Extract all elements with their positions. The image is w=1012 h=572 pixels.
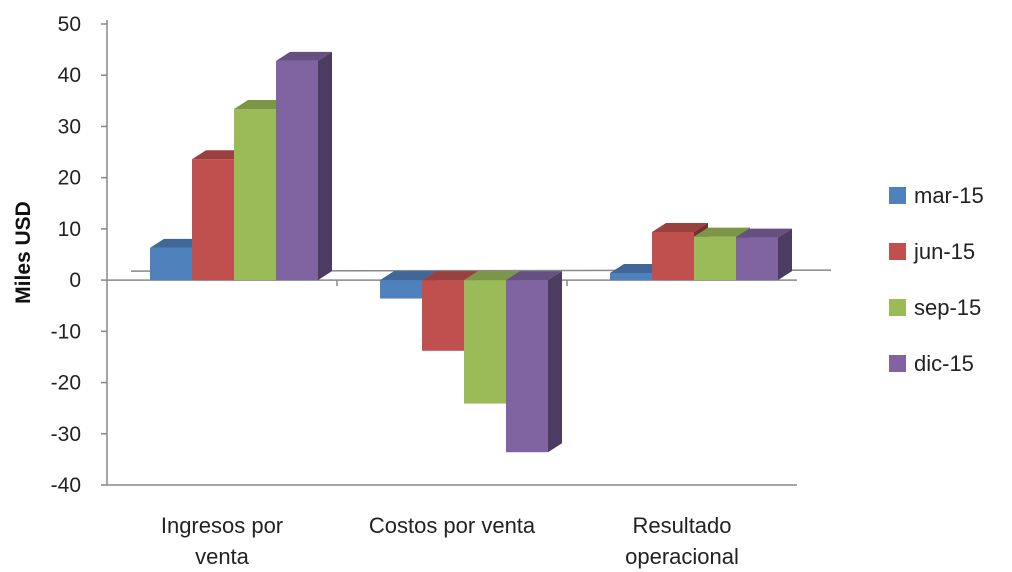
y-tick-label: 10: [58, 218, 81, 241]
bar-front: [192, 159, 234, 281]
bar-front: [464, 280, 506, 404]
legend-label: mar-15: [914, 183, 984, 208]
bar-front: [276, 60, 318, 281]
legend-swatch: [889, 187, 906, 204]
x-tick-label: operacional: [625, 544, 739, 569]
bar-front: [380, 280, 422, 299]
legend-swatch: [889, 355, 906, 372]
bar-top: [464, 271, 520, 281]
bar-front: [234, 109, 276, 281]
x-tick-label: venta: [195, 544, 250, 569]
legend-label: jun-15: [913, 239, 975, 264]
y-tick-label: 50: [58, 13, 81, 36]
bar-front: [422, 280, 464, 351]
bar-top: [694, 227, 750, 237]
y-tick-label: 20: [58, 167, 81, 190]
bar-side: [778, 228, 792, 281]
bar-top: [736, 228, 792, 238]
bar-front: [694, 236, 736, 281]
bar-front: [610, 272, 652, 281]
legend-label: sep-15: [914, 295, 981, 320]
legend-swatch: [889, 243, 906, 260]
y-tick-label: -10: [51, 320, 81, 343]
y-axis-title: Miles USD: [12, 201, 35, 304]
y-tick-label: -40: [51, 474, 81, 497]
x-tick-label: Costos por venta: [369, 513, 536, 538]
bar-top: [652, 222, 708, 232]
bar-top: [276, 51, 332, 61]
bar-front: [736, 237, 778, 281]
y-tick-label: 0: [69, 269, 81, 292]
bar-top: [380, 271, 436, 281]
bar-side: [548, 271, 562, 453]
y-tick-label: -20: [51, 372, 81, 395]
bar-front: [652, 231, 694, 281]
x-tick-label: Ingresos por: [161, 513, 283, 538]
legend-label: dic-15: [914, 351, 974, 376]
bar-front: [150, 247, 192, 281]
bar-top: [506, 271, 562, 281]
y-tick-label: 30: [58, 115, 81, 138]
x-tick-label: Resultado: [632, 513, 731, 538]
y-tick-label: -30: [51, 423, 81, 446]
legend-swatch: [889, 299, 906, 316]
bar-front: [506, 280, 548, 453]
y-tick-label: 40: [58, 64, 81, 87]
bar-side: [318, 51, 332, 281]
bar-top: [422, 271, 478, 281]
